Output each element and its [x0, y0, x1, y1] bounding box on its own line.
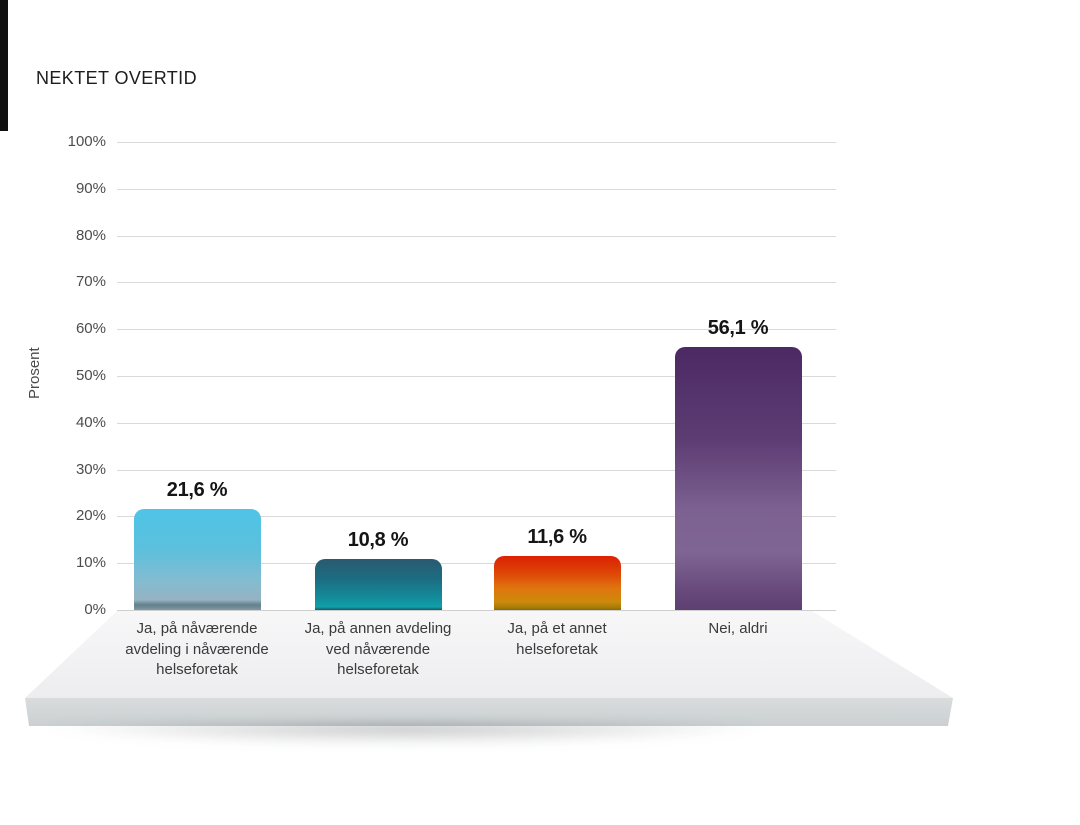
platform-shadow	[18, 723, 938, 753]
bar-value-label-0: 21,6 %	[166, 478, 228, 501]
gridline-10	[117, 563, 836, 565]
y-tick-label-0: 0%	[84, 601, 106, 618]
category-label-3: Nei, aldri	[708, 620, 768, 637]
platform-front-face	[25, 698, 953, 726]
gridline-30	[117, 469, 836, 471]
y-tick-label-70: 70%	[75, 273, 106, 291]
platform-top-surface	[25, 611, 953, 698]
y-tick-label-100: 100%	[67, 133, 106, 150]
gridline-40	[117, 422, 836, 424]
bar-value-label-3: 56,1 %	[707, 317, 769, 340]
gridline-50	[117, 376, 836, 377]
bar-value-label-2: 11,6 %	[527, 525, 587, 548]
gridline-80	[117, 235, 836, 237]
bar-1	[314, 559, 442, 610]
y-tick-label-60: 60%	[75, 320, 106, 338]
category-label-0: Ja, på nåværende avdeling i nåværende he…	[125, 620, 269, 679]
black-edge-bar	[0, 0, 8, 131]
gridline-20	[117, 516, 836, 518]
bar-2	[493, 555, 621, 610]
category-label-1: Ja, på annen avdeling ved nåværende hels…	[304, 620, 452, 679]
category-label-2: Ja, på et annet helseforetak	[507, 620, 607, 658]
gridline-100	[117, 142, 836, 143]
gridline-90	[117, 188, 836, 190]
y-tick-label-40: 40%	[75, 413, 106, 431]
chart-title: NEKTET OVERTID	[36, 68, 197, 88]
y-tick-label-90: 90%	[75, 179, 106, 197]
gridline-60	[117, 329, 836, 331]
y-tick-label-20: 20%	[75, 507, 106, 525]
bar-3	[674, 347, 802, 610]
bar-0	[133, 508, 261, 610]
gridline-70	[117, 282, 836, 284]
bar-value-label-1: 10,8 %	[347, 529, 409, 552]
y-tick-label-10: 10%	[75, 554, 106, 572]
y-tick-label-50: 50%	[75, 367, 106, 384]
gridline-0	[117, 610, 836, 611]
y-tick-label-80: 80%	[75, 226, 106, 244]
y-tick-label-30: 30%	[75, 460, 106, 478]
